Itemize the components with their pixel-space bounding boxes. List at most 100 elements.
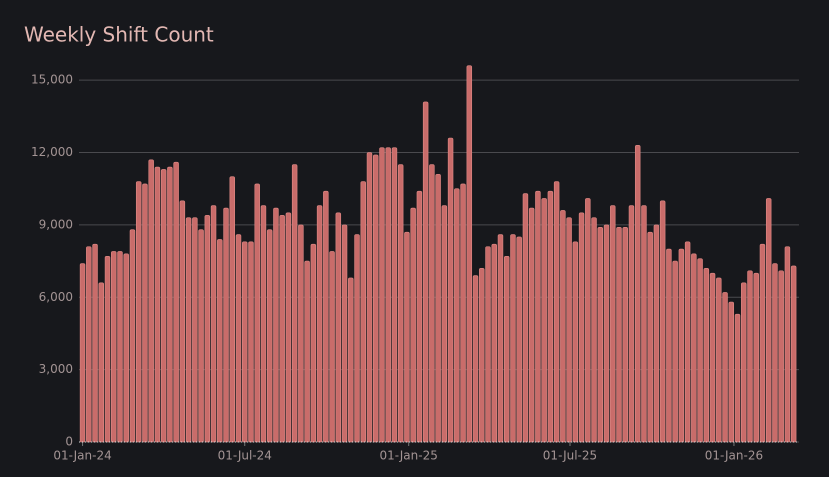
bar bbox=[410, 207, 416, 443]
bar bbox=[192, 217, 198, 443]
bar bbox=[728, 301, 735, 443]
bar bbox=[279, 214, 285, 443]
bar bbox=[734, 313, 741, 443]
bar bbox=[372, 154, 379, 443]
bar bbox=[741, 282, 747, 443]
y-tick-label: 9,000 bbox=[39, 217, 73, 231]
x-tick-label: 01-Jan-25 bbox=[380, 449, 438, 463]
bar bbox=[447, 137, 454, 443]
bar bbox=[79, 263, 86, 443]
y-tick-label: 0 bbox=[65, 435, 73, 449]
bar bbox=[266, 229, 273, 443]
bar bbox=[117, 251, 123, 443]
bar bbox=[716, 277, 722, 443]
bar bbox=[441, 205, 448, 443]
bar bbox=[753, 272, 759, 443]
bar bbox=[560, 210, 566, 443]
bar bbox=[454, 188, 460, 443]
bar bbox=[547, 190, 554, 443]
y-tick-label: 15,000 bbox=[31, 73, 73, 87]
bar bbox=[666, 248, 672, 443]
bar bbox=[503, 255, 510, 443]
bar bbox=[628, 205, 635, 443]
bar bbox=[672, 260, 678, 443]
bar bbox=[778, 270, 784, 443]
bar bbox=[223, 207, 229, 443]
bar bbox=[703, 268, 710, 443]
bar bbox=[86, 246, 92, 443]
bar bbox=[348, 277, 354, 443]
bar bbox=[772, 263, 778, 443]
bar bbox=[585, 198, 591, 443]
chart-title: Weekly Shift Count bbox=[24, 23, 214, 47]
bar bbox=[291, 164, 298, 443]
bar bbox=[510, 234, 516, 443]
bar bbox=[167, 166, 173, 443]
bar bbox=[479, 268, 485, 443]
bar bbox=[603, 224, 610, 443]
bar bbox=[678, 248, 685, 443]
x-tick-label: 01-Jan-26 bbox=[705, 449, 763, 463]
bar bbox=[466, 65, 473, 443]
bar bbox=[248, 241, 254, 443]
bar bbox=[310, 243, 317, 443]
bar bbox=[691, 253, 697, 443]
bar bbox=[385, 147, 391, 443]
bar bbox=[722, 292, 728, 443]
bar bbox=[154, 166, 161, 443]
bar bbox=[535, 190, 541, 443]
bar bbox=[416, 190, 423, 443]
bar bbox=[404, 231, 410, 443]
bar bbox=[641, 205, 647, 443]
bar bbox=[553, 181, 560, 443]
bar bbox=[260, 205, 267, 443]
bar bbox=[273, 207, 279, 443]
bar bbox=[235, 234, 242, 443]
bar bbox=[497, 234, 504, 443]
bar bbox=[104, 255, 111, 443]
bar bbox=[304, 260, 310, 443]
bar bbox=[578, 212, 585, 443]
bar bbox=[460, 183, 466, 443]
bar bbox=[610, 205, 616, 443]
y-tick-label: 6,000 bbox=[39, 290, 73, 304]
bar bbox=[485, 246, 491, 443]
bar bbox=[397, 164, 404, 443]
x-tick-label: 01-Jul-25 bbox=[543, 449, 597, 463]
bar bbox=[366, 152, 373, 443]
bar bbox=[622, 227, 628, 443]
bar bbox=[142, 183, 148, 443]
bar bbox=[572, 241, 579, 443]
bar bbox=[472, 275, 479, 443]
bar bbox=[210, 205, 217, 443]
bar bbox=[298, 224, 304, 443]
x-tick-label: 01-Jul-24 bbox=[218, 449, 272, 463]
bar bbox=[709, 272, 716, 443]
bar bbox=[354, 234, 360, 443]
bar bbox=[323, 190, 329, 443]
bar bbox=[647, 231, 653, 443]
bar bbox=[697, 258, 703, 443]
bar bbox=[591, 217, 597, 443]
bar bbox=[391, 147, 398, 443]
bar bbox=[335, 212, 342, 443]
bar bbox=[597, 227, 604, 443]
y-tick-label: 3,000 bbox=[39, 362, 73, 376]
bar bbox=[422, 101, 429, 443]
bar bbox=[173, 161, 179, 443]
bar bbox=[435, 173, 441, 443]
bar bbox=[98, 282, 105, 443]
bar bbox=[659, 200, 666, 443]
bar bbox=[765, 198, 772, 443]
bar bbox=[341, 224, 348, 443]
bar bbox=[229, 176, 236, 443]
bar bbox=[522, 193, 529, 443]
bar bbox=[541, 198, 547, 443]
bar bbox=[185, 217, 192, 443]
bar bbox=[129, 229, 136, 443]
bar bbox=[92, 243, 98, 443]
bar bbox=[616, 227, 622, 443]
bar bbox=[204, 214, 211, 443]
bar bbox=[135, 181, 142, 443]
